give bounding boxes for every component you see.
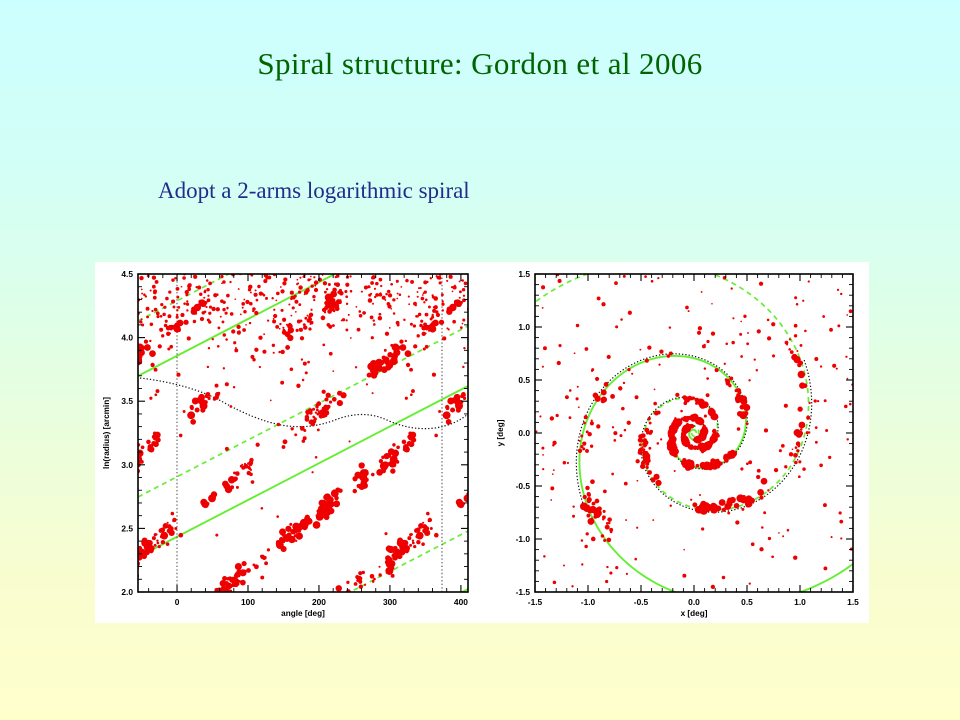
spiral-arm-lines-left bbox=[138, 274, 468, 592]
svg-text:-1.5: -1.5 bbox=[516, 587, 531, 597]
spiral-arms-right bbox=[535, 274, 853, 592]
svg-text:3.5: 3.5 bbox=[121, 396, 133, 406]
svg-text:0.0: 0.0 bbox=[688, 597, 700, 607]
reference-lines-left bbox=[176, 274, 443, 592]
svg-text:1.5: 1.5 bbox=[518, 269, 530, 279]
svg-text:-1.5: -1.5 bbox=[528, 597, 543, 607]
svg-text:100: 100 bbox=[241, 597, 255, 607]
y-axis-label-right: y [deg] bbox=[496, 419, 505, 446]
axes-left: 0 100 200 300 400 2.0 2.5 3.0 3.5 4.0 4.5 bbox=[121, 269, 468, 607]
svg-text:3.0: 3.0 bbox=[121, 460, 133, 470]
svg-text:-1.0: -1.0 bbox=[581, 597, 596, 607]
data-points-right bbox=[535, 274, 853, 590]
x-axis-label-left: angle [deg] bbox=[281, 609, 325, 618]
svg-text:4.0: 4.0 bbox=[121, 333, 133, 343]
svg-text:-0.5: -0.5 bbox=[634, 597, 649, 607]
sky-plane-plot-svg: -1.5 -1.0 -0.5 0.0 0.5 1.0 1.5 -1.5 -1.0 -0.5 0.0 0… bbox=[496, 269, 860, 618]
chart-sky-plane-panel: -1.5 -1.0 -0.5 0.0 0.5 1.0 1.5 -1.5 -1.0 -0.5 0.0 0… bbox=[483, 262, 869, 623]
svg-text:1.0: 1.0 bbox=[794, 597, 806, 607]
ridge-trace-left bbox=[139, 377, 468, 430]
y-axis-label-left: ln(radius) [arcmin] bbox=[102, 397, 111, 469]
svg-text:300: 300 bbox=[383, 597, 397, 607]
svg-text:-0.5: -0.5 bbox=[516, 481, 531, 491]
slide-subtitle: Adopt a 2-arms logarithmic spiral bbox=[158, 178, 470, 203]
data-points-left bbox=[138, 274, 468, 592]
log-polar-plot-svg: 0 100 200 300 400 2.0 2.5 3.0 3.5 4.0 4.5 angle [d… bbox=[102, 269, 469, 618]
svg-text:1.0: 1.0 bbox=[518, 322, 530, 332]
axes-right: -1.5 -1.0 -0.5 0.0 0.5 1.0 1.5 -1.5 -1.0 -0.5 0.0 0… bbox=[516, 269, 860, 607]
svg-text:0.5: 0.5 bbox=[518, 375, 530, 385]
svg-text:2.5: 2.5 bbox=[121, 523, 133, 533]
svg-text:-1.0: -1.0 bbox=[516, 534, 531, 544]
plot-frame-left bbox=[137, 273, 469, 593]
svg-text:0.5: 0.5 bbox=[741, 597, 753, 607]
figure-container: 0 100 200 300 400 2.0 2.5 3.0 3.5 4.0 4.5 angle [d… bbox=[95, 262, 869, 623]
svg-text:4.5: 4.5 bbox=[121, 269, 133, 279]
chart-log-polar-panel: 0 100 200 300 400 2.0 2.5 3.0 3.5 4.0 4.5 angle [d… bbox=[95, 262, 483, 623]
svg-text:0.0: 0.0 bbox=[518, 428, 530, 438]
ridge-trace-right bbox=[575, 353, 813, 513]
page-title: Spiral structure: Gordon et al 2006 bbox=[257, 46, 703, 81]
svg-text:200: 200 bbox=[312, 597, 326, 607]
svg-text:0: 0 bbox=[175, 597, 180, 607]
svg-text:2.0: 2.0 bbox=[121, 587, 133, 597]
svg-text:400: 400 bbox=[454, 597, 468, 607]
x-axis-label-right: x [deg] bbox=[681, 609, 708, 618]
svg-text:1.5: 1.5 bbox=[847, 597, 859, 607]
